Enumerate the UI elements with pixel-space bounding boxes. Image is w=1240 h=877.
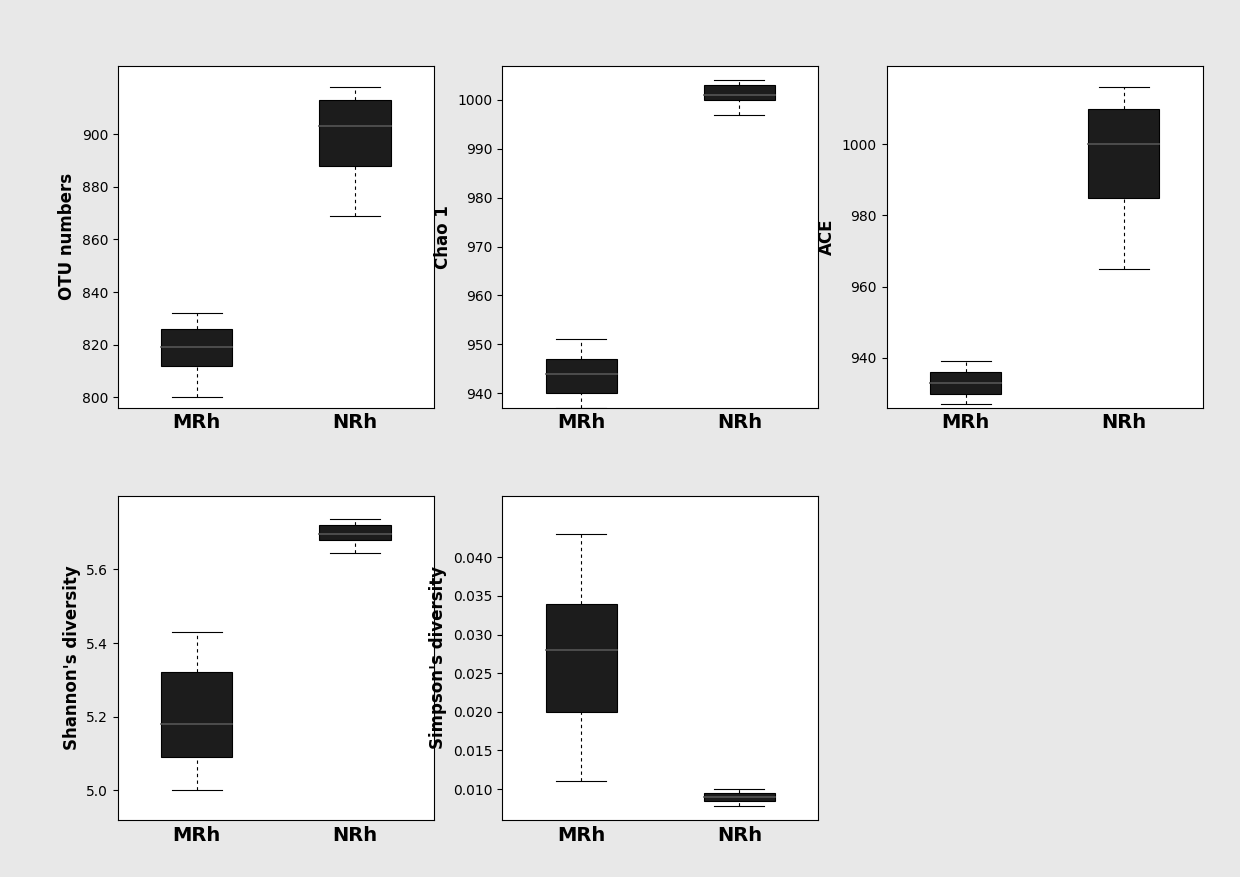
Bar <box>930 372 1001 394</box>
Bar <box>704 793 775 801</box>
Y-axis label: ACE: ACE <box>818 218 836 255</box>
Bar <box>320 100 391 166</box>
Bar <box>704 85 775 100</box>
Bar <box>546 359 616 393</box>
Y-axis label: OTU numbers: OTU numbers <box>58 174 76 300</box>
Y-axis label: Shannon's diversity: Shannon's diversity <box>62 566 81 750</box>
Y-axis label: Chao 1: Chao 1 <box>434 205 451 268</box>
Bar <box>161 329 232 366</box>
Bar <box>161 673 232 758</box>
Bar <box>320 525 391 539</box>
Bar <box>1089 109 1159 197</box>
Y-axis label: Simpson's diversity: Simpson's diversity <box>429 567 448 749</box>
Bar <box>546 603 616 712</box>
